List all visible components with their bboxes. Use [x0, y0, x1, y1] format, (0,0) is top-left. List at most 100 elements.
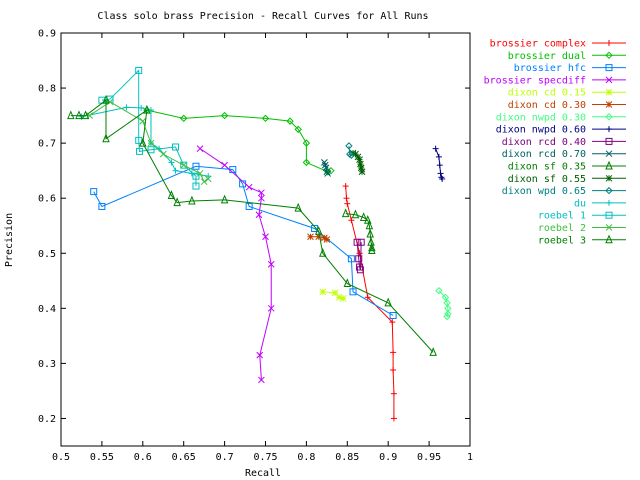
- legend-entry-roebel-3: roebel 3: [538, 234, 626, 246]
- data-point: [342, 183, 349, 190]
- legend-swatch-marker: [605, 113, 613, 121]
- legend-entry-du: du: [574, 198, 626, 209]
- data-point: [389, 319, 396, 326]
- data-point: [351, 209, 360, 219]
- data-point: [389, 311, 397, 319]
- data-point: [314, 225, 323, 235]
- data-point: [168, 159, 175, 166]
- legend-entry-dixon-wpd-0-65: dixon wpd 0.65: [502, 186, 626, 197]
- series-line-brossier-dual: [146, 109, 332, 173]
- data-point: [258, 189, 265, 197]
- data-point: [98, 202, 106, 210]
- axis-ticks: 0.5 0.55 0.6 0.65 0.7 0.75 0.8 0.85 0.9 0.95 1 0.2 0…: [38, 29, 473, 464]
- data-point: [432, 145, 439, 152]
- data-point: [172, 143, 180, 151]
- data-point: [136, 147, 144, 155]
- data-point: [356, 250, 363, 257]
- legend-label: brossier hfc: [514, 63, 586, 74]
- data-point: [390, 390, 397, 397]
- legend-swatch-marker: [605, 137, 613, 145]
- data-point: [196, 145, 204, 152]
- data-point: [294, 202, 302, 212]
- legend-swatch-marker: [605, 64, 613, 72]
- data-point: [307, 233, 314, 241]
- data-point: [319, 288, 327, 296]
- data-point: [355, 255, 363, 263]
- data-point: [366, 228, 374, 238]
- series-dixon-sf-0-55: [349, 149, 366, 176]
- data-point: [364, 294, 371, 301]
- data-point: [390, 349, 397, 356]
- x-tick-label: 0.65: [172, 452, 196, 463]
- y-tick-label: 0.8: [38, 84, 56, 95]
- x-tick-label: 0.8: [297, 452, 315, 463]
- legend-entry-dixon-cd-0-15: dixon cd 0.15: [508, 88, 626, 99]
- legend-entry-dixon-rcd-0-70: dixon rcd 0.70: [502, 149, 626, 160]
- legend-label: dixon nwpd 0.60: [496, 125, 586, 136]
- data-point: [267, 260, 275, 268]
- legend-swatch-marker: [605, 150, 613, 158]
- series-roebel-1: [98, 66, 200, 190]
- data-point: [365, 220, 374, 230]
- series-roebel-2: [86, 98, 212, 186]
- legend-entry-brossier-dual: brossier dual: [508, 51, 626, 62]
- y-axis-label: Precision: [4, 213, 15, 267]
- data-point: [143, 104, 151, 114]
- data-point: [323, 236, 331, 243]
- data-point: [443, 312, 451, 321]
- data-point: [347, 151, 356, 159]
- data-point: [192, 172, 200, 180]
- chart-title: Class solo brass Precision - Recall Curv…: [97, 11, 428, 22]
- data-point: [267, 304, 275, 312]
- legend-swatch-marker: [605, 234, 613, 244]
- legend-swatch-marker: [606, 126, 612, 133]
- series-dixon-rcd-0-70: [321, 159, 332, 177]
- data-point: [294, 125, 302, 134]
- series-dixon-cd-0-30: [307, 233, 331, 243]
- series-dixon-nwpd-0-30: [435, 287, 452, 321]
- plot-area-frame: [60, 32, 471, 447]
- legend-entry-dixon-sf-0-35: dixon sf 0.35: [508, 160, 626, 173]
- data-point: [348, 217, 355, 224]
- data-point: [261, 114, 270, 123]
- legend-swatch-marker: [605, 224, 613, 231]
- legend-label: dixon wpd 0.65: [502, 186, 586, 197]
- data-point: [196, 170, 204, 177]
- data-point: [356, 266, 364, 274]
- data-point: [429, 347, 437, 356]
- legend-label: brossier dual: [508, 51, 586, 62]
- legend-swatch-marker: [606, 40, 612, 46]
- data-point: [339, 295, 347, 302]
- data-point: [368, 242, 376, 252]
- legend-label: dixon sf 0.55: [508, 174, 586, 185]
- data-point: [192, 162, 200, 170]
- legend-entry-dixon-nwpd-0-60: dixon nwpd 0.60: [496, 125, 626, 136]
- legend-swatch-marker: [605, 51, 613, 60]
- data-point: [262, 233, 269, 241]
- data-point: [347, 255, 355, 263]
- data-point: [258, 376, 265, 384]
- legend-label: dixon nwpd 0.30: [496, 112, 586, 123]
- legend-swatch-marker: [605, 76, 613, 84]
- legend-entry-brossier-specdiff: brossier specdiff: [484, 75, 626, 86]
- data-point: [357, 238, 365, 246]
- data-point: [444, 310, 452, 318]
- x-tick-label: 0.85: [335, 452, 359, 463]
- y-tick-label: 0.3: [38, 359, 56, 370]
- data-point: [323, 168, 331, 176]
- data-point: [363, 214, 372, 224]
- legend-entry-roebel-1: roebel 1: [538, 211, 626, 222]
- legend-label: dixon rcd 0.70: [502, 149, 586, 160]
- data-point: [335, 293, 343, 301]
- data-point: [353, 238, 361, 246]
- data-point: [172, 167, 179, 174]
- legend-label: dixon sf 0.35: [508, 162, 586, 173]
- x-tick-label: 1: [467, 452, 473, 463]
- data-point: [390, 367, 397, 374]
- data-point: [67, 110, 75, 120]
- series-dixon-sf-0-35: [341, 208, 376, 255]
- legend-label: roebel 2: [538, 223, 586, 234]
- data-point: [368, 245, 376, 255]
- data-point: [135, 136, 143, 144]
